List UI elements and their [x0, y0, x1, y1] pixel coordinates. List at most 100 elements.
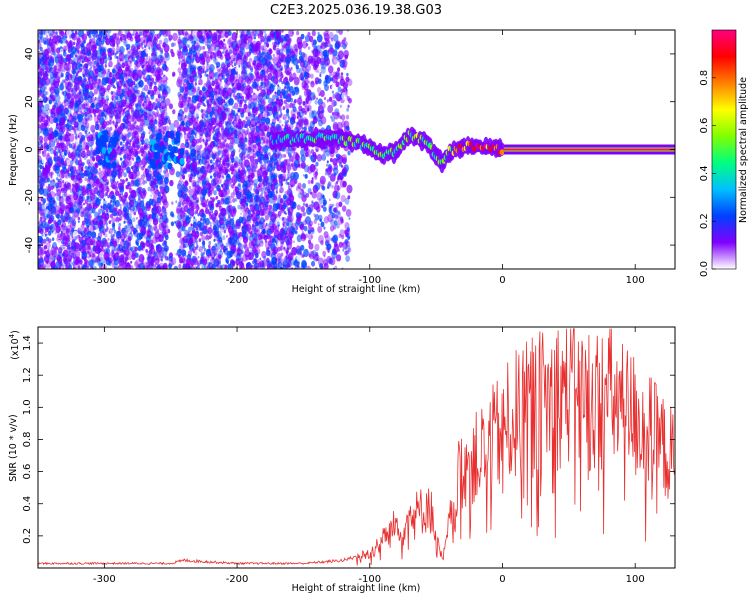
heatmap-noise-cell	[267, 156, 269, 159]
heatmap-noise-cell	[147, 175, 152, 182]
heatmap-noise-cell	[83, 203, 85, 206]
heatmap-noise-cell	[288, 92, 292, 97]
heatmap-noise-cell	[256, 248, 261, 255]
heatmap-noise-cell	[175, 200, 177, 203]
heatmap-noise-cell	[250, 68, 253, 72]
heatmap-noise-cell	[131, 137, 133, 140]
heatmap-noise-cell	[40, 228, 44, 234]
heatmap-noise-cell	[276, 82, 278, 85]
heatmap-noise-cell	[192, 151, 196, 156]
heatmap-noise-cell	[273, 196, 277, 202]
heatmap-noise-cell	[61, 73, 64, 78]
heatmap-noise-cell	[46, 233, 48, 236]
heatmap-noise-cell	[102, 70, 106, 76]
heatmap-noise-cell	[198, 217, 200, 220]
heatmap-noise-cell	[161, 259, 163, 262]
heatmap-noise-cell	[139, 182, 142, 186]
heatmap-noise-cell	[49, 100, 52, 105]
heatmap-noise-cell	[44, 87, 46, 90]
heatmap-noise-cell	[154, 120, 157, 125]
heatmap-noise-cell	[201, 95, 205, 101]
heatmap-noise-cell	[142, 135, 144, 138]
heatmap-noise-cell	[172, 214, 175, 218]
heatmap-noise-cell	[151, 232, 154, 236]
heatmap-noise-cell	[121, 28, 125, 34]
heatmap-noise-cell	[86, 154, 89, 158]
heatmap-noise-cell	[44, 122, 47, 127]
heatmap-noise-cell	[132, 217, 135, 222]
heatmap-noise-cell	[172, 109, 175, 114]
heatmap-noise-cell	[85, 129, 87, 132]
heatmap-noise-cell	[244, 170, 247, 174]
heatmap-noise-cell	[142, 47, 144, 50]
heatmap-noise-cell	[235, 35, 238, 39]
heatmap-noise-cell	[263, 256, 266, 260]
heatmap-noise-cell	[117, 209, 122, 216]
heatmap-noise-cell	[132, 236, 136, 241]
heatmap-noise-cell	[92, 158, 95, 162]
heatmap-noise-cell	[81, 196, 85, 202]
heatmap-noise-cell	[89, 35, 92, 39]
heatmap-noise-cell	[203, 46, 206, 50]
heatmap-noise-cell	[85, 119, 87, 123]
heatmap-noise-cell	[228, 98, 233, 106]
heatmap-noise-cell	[76, 84, 79, 88]
heatmap-noise-cell	[225, 188, 230, 195]
heatmap-noise-cell	[43, 178, 46, 182]
heatmap-noise-cell	[67, 127, 70, 131]
heatmap-noise-cell	[201, 235, 205, 241]
heatmap-noise-cell	[121, 193, 123, 196]
heatmap-noise-cell	[131, 62, 135, 68]
heatmap-noise-cell	[210, 159, 213, 163]
heatmap-noise-cell	[259, 240, 264, 247]
heatmap-noise-cell	[79, 68, 82, 73]
heatmap-noise-cell	[59, 164, 61, 167]
heatmap-noise-cell	[119, 218, 121, 221]
heatmap-noise-cell	[294, 121, 296, 124]
heatmap-noise-cell	[215, 212, 218, 216]
heatmap-noise-cell	[295, 48, 298, 52]
heatmap-noise-cell	[171, 221, 174, 226]
heatmap-noise-cell	[281, 113, 283, 116]
heatmap-noise-cell	[108, 61, 113, 68]
heatmap-noise-cell	[294, 87, 299, 95]
heatmap-noise-cell	[195, 240, 198, 244]
heatmap-noise-cell	[287, 120, 289, 123]
heatmap-noise-cell	[200, 75, 202, 78]
heatmap-noise-cell	[195, 82, 197, 85]
heatmap-noise-cell	[48, 58, 54, 67]
heatmap-noise-cell	[231, 68, 236, 76]
heatmap-noise-cell	[104, 216, 108, 222]
heatmap-noise-cell	[235, 67, 239, 72]
heatmap-noise-cell	[99, 220, 103, 226]
heatmap-noise-cell	[114, 206, 118, 211]
heatmap-noise-cell	[168, 34, 172, 40]
heatmap-noise-cell	[138, 80, 143, 88]
heatmap-noise-cell	[265, 48, 268, 52]
heatmap-noise-cell	[189, 266, 195, 274]
heatmap-noise-cell	[220, 54, 224, 59]
heatmap-noise-cell	[115, 124, 118, 128]
heatmap-noise-cell	[136, 230, 138, 233]
heatmap-noise-cell	[155, 185, 158, 189]
heatmap-noise-cell	[80, 149, 82, 152]
heatmap-noise-cell	[257, 89, 259, 92]
heatmap-noise-cell	[46, 35, 48, 38]
heatmap-noise-cell	[216, 62, 220, 68]
heatmap-noise-cell	[70, 52, 74, 58]
heatmap-noise-cell	[91, 162, 94, 166]
heatmap-noise-cell	[281, 183, 283, 186]
heatmap-noise-cell	[266, 44, 269, 48]
heatmap-noise-cell	[244, 138, 247, 143]
heatmap-noise-cell	[43, 199, 46, 203]
heatmap-noise-cell	[129, 150, 134, 157]
heatmap-noise-cell	[278, 102, 282, 108]
heatmap-noise-cell	[86, 266, 89, 271]
heatmap-noise-cell	[243, 236, 248, 244]
heatmap-noise-cell	[268, 152, 271, 156]
heatmap-noise-cell	[161, 175, 164, 179]
heatmap-noise-cell	[83, 74, 86, 78]
heatmap-noise-cell	[227, 108, 230, 112]
heatmap-noise-cell	[136, 77, 139, 81]
heatmap-noise-cell	[234, 103, 239, 110]
